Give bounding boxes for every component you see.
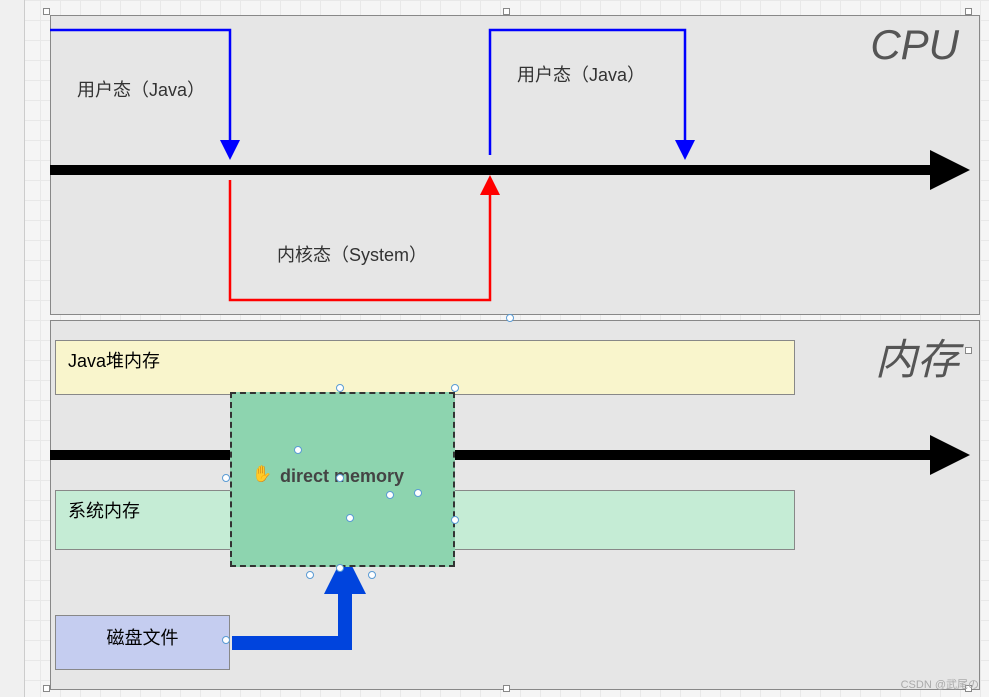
user-mode-label-1: 用户态（Java） bbox=[65, 70, 217, 108]
user-mode-label-2: 用户态（Java） bbox=[505, 55, 657, 93]
cpu-title: CPU bbox=[870, 21, 959, 69]
ruler-left bbox=[0, 0, 25, 697]
kernel-mode-label: 内核态（System） bbox=[265, 235, 439, 273]
java-heap-label: Java堆内存 bbox=[68, 351, 160, 371]
system-memory-label: 系统内存 bbox=[68, 501, 140, 521]
watermark: CSDN @武尾の bbox=[901, 676, 979, 692]
java-heap-box[interactable]: Java堆内存 bbox=[55, 340, 795, 395]
hand-cursor-icon: ✋ bbox=[252, 464, 272, 484]
memory-title: 内存 bbox=[875, 326, 959, 387]
disk-file-box[interactable]: 磁盘文件 bbox=[55, 615, 230, 670]
disk-file-label: 磁盘文件 bbox=[56, 616, 229, 650]
